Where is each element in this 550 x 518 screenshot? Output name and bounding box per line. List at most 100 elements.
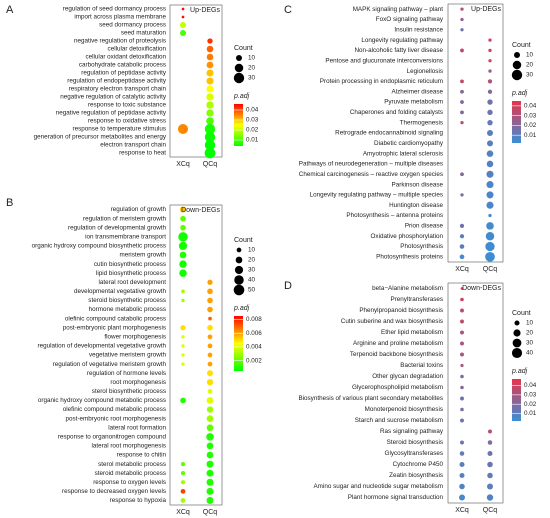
y-tick-label: Amyotrophic lateral sclerosis xyxy=(363,150,443,157)
size-legend-dot xyxy=(236,247,242,253)
size-legend-dot xyxy=(511,347,523,359)
dot xyxy=(487,472,493,479)
dot xyxy=(487,450,493,457)
x-tick-label: QCq xyxy=(203,509,218,516)
y-tick-label: meristem growth xyxy=(119,252,166,259)
dot xyxy=(460,193,464,197)
y-tick-label: lateral root development xyxy=(98,279,166,286)
y-tick-label: Cutin suberine and wax biosynthesis xyxy=(341,318,443,325)
dot xyxy=(180,224,186,231)
dot xyxy=(180,461,186,467)
dot xyxy=(179,269,187,277)
size-legend-dot xyxy=(511,69,523,81)
size-legend-dot xyxy=(234,275,244,285)
dot xyxy=(206,53,214,61)
x-tick-label: XCq xyxy=(176,509,190,516)
dot xyxy=(204,123,216,135)
dot xyxy=(206,487,214,495)
dot xyxy=(459,244,465,249)
dot xyxy=(486,494,494,501)
dot xyxy=(207,297,213,304)
size-legend-label: 40 xyxy=(526,350,534,357)
size-legend-label: 10 xyxy=(526,52,534,59)
color-bar xyxy=(234,316,243,371)
size-legend-label: 50 xyxy=(248,287,256,294)
y-tick-label: regulation of developmental growth xyxy=(68,224,167,231)
panel-label: D xyxy=(284,280,292,292)
size-legend-dot xyxy=(512,60,522,70)
dot xyxy=(459,483,465,490)
dot xyxy=(460,374,464,379)
y-tick-label: Pentose and glucuronate interconversions xyxy=(325,57,443,64)
size-legend-dot xyxy=(235,54,243,62)
y-tick-label: Protein processing in endoplasmic reticu… xyxy=(320,78,443,85)
color-tick-label: 0.002 xyxy=(246,357,262,364)
dot xyxy=(488,69,492,73)
y-tick-label: regulation of developmental vegetative g… xyxy=(38,343,167,350)
y-tick-label: Pyruvate metabolism xyxy=(384,99,443,106)
panel-label: C xyxy=(284,4,292,16)
dot xyxy=(180,480,186,485)
dot xyxy=(460,89,464,94)
dot xyxy=(485,251,495,262)
plot-frame xyxy=(169,204,223,506)
size-legend-dot xyxy=(235,256,243,264)
y-tick-label: Biosynthesis of various plant secondary … xyxy=(298,395,443,402)
y-tick-label: olefinic compound catabolic process xyxy=(65,315,166,322)
y-tick-label: Starch and sucrose metabolism xyxy=(355,417,443,424)
dot xyxy=(485,231,495,241)
y-tick-label: post-embryonic plant morphogenesis xyxy=(63,324,166,331)
dot xyxy=(460,396,464,401)
panel-title: Down-DEGs xyxy=(462,285,501,292)
size-legend-label: 20 xyxy=(526,62,534,69)
dot xyxy=(207,361,213,367)
dot xyxy=(206,397,214,404)
dot xyxy=(460,79,464,84)
dot xyxy=(486,222,494,230)
y-tick-label: seed maturation xyxy=(121,30,167,37)
size-legend-title: Count xyxy=(512,42,531,49)
y-tick-label: negative regulation of peptidase activit… xyxy=(56,110,167,117)
y-tick-label: Longevity regulating pathway xyxy=(361,37,443,44)
color-tick-label: 0.03 xyxy=(524,112,537,119)
y-tick-label: Amino sugar and nucleotide sugar metabol… xyxy=(313,483,443,490)
y-tick-label: organic hydroxy compound metabolic proce… xyxy=(38,397,166,404)
y-tick-label: Plant hormone signal transduction xyxy=(348,494,444,501)
color-tick-label: 0.04 xyxy=(524,382,537,389)
y-tick-label: response to chitin xyxy=(117,452,167,459)
plot-frame xyxy=(447,282,504,504)
plot-frame xyxy=(169,4,223,158)
color-tick-label: 0.03 xyxy=(246,117,259,124)
y-tick-label: response to hypoxia xyxy=(110,497,167,504)
y-tick-label: Monoterpenoid biosynthesis xyxy=(365,406,443,413)
y-tick-label: Chaperones and folding catalysts xyxy=(350,109,443,116)
y-tick-label: Chemical carcinogenesis – reactive oxyge… xyxy=(299,171,443,178)
color-tick-label: 0.02 xyxy=(246,127,259,134)
color-legend-title: p.adj xyxy=(511,90,528,97)
y-tick-label: developmental vegetative growth xyxy=(74,288,167,295)
dot xyxy=(487,119,493,126)
y-tick-label: negative regulation of proteolysis xyxy=(74,38,166,45)
size-legend-dot xyxy=(512,338,522,348)
color-tick-label: 0.006 xyxy=(246,330,262,337)
color-tick-label: 0.01 xyxy=(246,137,259,144)
y-tick-label: Phenylpropanoid biosynthesis xyxy=(359,307,443,314)
color-legend-title: p.adj xyxy=(233,305,250,312)
color-tick-label: 0.01 xyxy=(524,132,537,139)
size-legend-dot xyxy=(514,320,520,326)
y-tick-label: Oxidative phosphorylation xyxy=(371,233,444,240)
size-legend-title: Count xyxy=(234,45,253,52)
dot xyxy=(487,483,493,490)
dot xyxy=(207,334,213,340)
dot xyxy=(206,451,214,459)
dot xyxy=(206,77,214,85)
y-tick-label: electron transport chain xyxy=(100,142,166,149)
y-tick-label: Ether lipid metabolism xyxy=(381,329,443,336)
dot xyxy=(207,288,213,295)
y-tick-label: Bacterial toxins xyxy=(400,362,443,369)
dot xyxy=(177,123,189,135)
size-legend-label: 30 xyxy=(526,340,534,347)
y-tick-label: ion transmembrane transport xyxy=(85,233,166,240)
dot xyxy=(487,99,493,105)
dot xyxy=(486,201,494,209)
